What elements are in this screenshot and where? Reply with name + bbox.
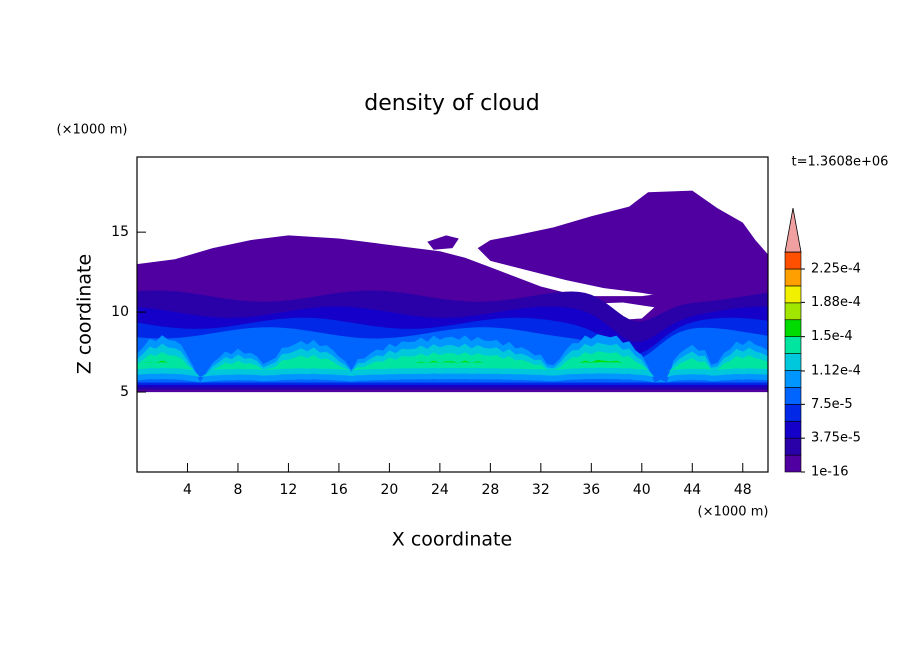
contour-region [427,235,459,250]
x-tick-label: 8 [233,482,242,498]
colorbar-extend [784,208,802,253]
y-tick-label: 15 [111,224,129,240]
x-tick-label: 28 [481,482,499,498]
contour-field [137,190,768,393]
x-tick-label: 36 [582,482,600,498]
x-tick-label: 40 [633,482,651,498]
colorbar-band [784,285,802,304]
colorbar-label: 2.25e-4 [811,262,861,277]
colorbar-band [784,387,802,405]
colorbar-label: 1.12e-4 [811,363,861,378]
x-unit: (×1000 m) [698,505,769,520]
colorbar-band [784,251,802,270]
colorbar-label: 1.88e-4 [811,295,861,310]
colorbar-band [784,268,802,287]
annotation: t=1.3608e+06 [792,155,889,170]
x-tick-label: 32 [532,482,550,498]
colorbar-label: 7.5e-5 [811,397,853,412]
x-tick-label: 48 [734,482,752,498]
colorbar-label: 1e-16 [811,465,849,480]
colorbar-band [784,302,802,321]
colorbar-label: 1.5e-4 [811,329,853,344]
y-axis-label: Z coordinate [74,254,96,374]
plot-frame [136,156,769,473]
colorbar-band [784,319,802,337]
colorbar-band [784,370,802,388]
y-unit: (×1000 m) [57,123,128,138]
x-tick-label: 16 [330,482,348,498]
y-tick-label: 5 [120,384,129,400]
colorbar-band [784,437,802,456]
y-tick-label: 10 [111,304,129,320]
colorbar-band [784,454,802,473]
colorbar-band [784,420,802,439]
colorbar-label: 3.75e-5 [811,431,861,446]
contour-region [477,190,768,300]
x-tick-label: 44 [683,482,701,498]
colorbar-band [784,353,802,371]
colorbar-band [784,404,802,422]
x-tick-label: 4 [183,482,192,498]
x-tick-label: 12 [280,482,298,498]
x-axis-label: X coordinate [392,529,512,551]
colorbar-band [784,336,802,354]
x-tick-label: 24 [431,482,449,498]
x-tick-label: 20 [380,482,398,498]
chart-title: density of cloud [364,91,539,116]
